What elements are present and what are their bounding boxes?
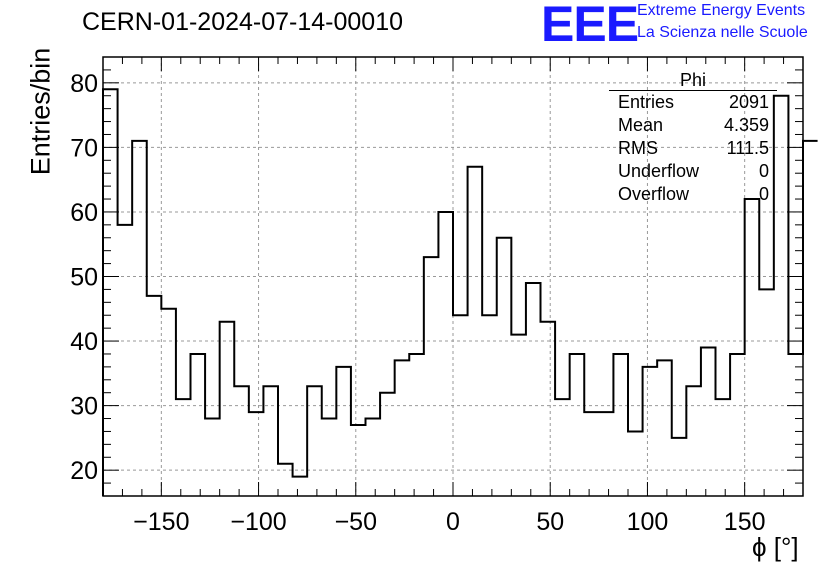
histogram-bin <box>322 419 337 496</box>
x-tick-label: 50 <box>536 508 564 536</box>
x-tick-label: −100 <box>230 508 286 536</box>
histogram-bin <box>234 386 249 496</box>
logo-line-1: Extreme Energy Events <box>637 2 806 19</box>
histogram-bin <box>205 419 220 496</box>
y-tick-label: 40 <box>70 328 98 356</box>
histogram-bin <box>191 354 206 496</box>
stats-row: Underflow 0 <box>609 160 777 183</box>
stats-label: Entries <box>618 92 675 112</box>
histogram-bars <box>102 88 818 496</box>
x-tick-label: −150 <box>133 508 189 536</box>
stats-row: Mean 4.359 <box>609 114 777 137</box>
stats-label: Overflow <box>618 184 690 204</box>
histogram-bin <box>584 412 599 496</box>
x-tick-label: 150 <box>724 508 766 536</box>
stats-label: Underflow <box>618 161 700 181</box>
y-tick-label: 80 <box>70 70 98 98</box>
histogram-bin <box>132 141 147 496</box>
histogram-bin <box>278 464 293 496</box>
histogram-bin <box>424 257 439 496</box>
histogram-bin <box>366 419 381 496</box>
histogram-bin <box>599 412 614 496</box>
histogram-bin <box>497 238 512 496</box>
histogram-bin <box>643 367 658 496</box>
histogram-bin <box>161 309 176 496</box>
x-axis-label: ϕ [°] <box>752 532 799 562</box>
stats-value: 2091 <box>728 92 769 112</box>
y-tick-label: 60 <box>70 199 98 227</box>
histogram-bin <box>730 354 745 496</box>
chart-title: CERN-01-2024-07-14-00010 <box>82 8 404 36</box>
histogram-bin <box>118 225 133 496</box>
y-axis-label: Entries/bin <box>25 47 56 176</box>
histogram-bin <box>657 360 672 496</box>
stats-value: 0 <box>758 161 769 181</box>
histogram-bin <box>147 296 162 496</box>
histogram-bin <box>686 386 701 496</box>
stats-label: RMS <box>618 138 658 158</box>
stats-row: Entries 2091 <box>609 91 777 114</box>
stats-value: 4.359 <box>723 115 769 135</box>
histogram-bin <box>745 199 760 496</box>
stats-box: Phi Entries 2091 Mean 4.359 RMS 111.5 Underflo… <box>609 70 777 206</box>
y-tick-label: 50 <box>70 264 98 292</box>
histogram-bin <box>468 167 483 496</box>
histogram-bin <box>555 399 570 496</box>
histogram-step-line <box>102 88 818 496</box>
histogram-bin <box>759 289 774 496</box>
logo-line-2: La Scienza nelle Scuole <box>637 24 808 41</box>
y-tick-label: 30 <box>70 393 98 421</box>
stats-value: 0 <box>758 184 769 204</box>
eee-logo: EEE <box>541 0 639 52</box>
stats-title: Phi <box>609 70 777 91</box>
histogram-bin <box>176 399 191 496</box>
histogram-bin <box>438 212 453 496</box>
histogram-bin <box>570 354 585 496</box>
x-tick-label: 0 <box>446 508 460 536</box>
histogram-bin <box>716 399 731 496</box>
histogram-bin <box>788 354 803 496</box>
stats-row: RMS 111.5 <box>609 137 777 160</box>
y-tick-label: 20 <box>70 457 98 485</box>
histogram-bin <box>336 367 351 496</box>
histogram-bin <box>380 393 395 496</box>
histogram-bin <box>613 354 628 496</box>
histogram-bin <box>526 283 541 496</box>
stats-row: Overflow 0 <box>609 183 777 206</box>
x-tick-label: 100 <box>627 508 669 536</box>
histogram-bin <box>307 386 322 496</box>
y-axis: 20 30 40 50 60 70 80 <box>70 56 803 497</box>
histogram-bin <box>220 322 235 496</box>
x-axis: −150 −100 −50 0 50 100 150 <box>102 57 804 536</box>
x-tick-label: −50 <box>335 508 377 536</box>
histogram-bin <box>395 360 410 496</box>
histogram-bin <box>249 412 264 496</box>
histogram-bin <box>351 425 366 496</box>
histogram-bin <box>511 335 526 496</box>
histogram-bin <box>103 89 118 496</box>
histogram-bin <box>409 354 424 496</box>
histogram-bin <box>628 431 643 496</box>
y-tick-label: 70 <box>70 134 98 162</box>
stats-value: 111.5 <box>726 138 769 158</box>
stats-label: Mean <box>618 115 664 135</box>
histogram-bin <box>293 477 308 496</box>
histogram-bin <box>701 348 716 496</box>
histogram-bin <box>803 141 818 496</box>
histogram-bin <box>263 386 278 496</box>
histogram-bin <box>672 438 687 496</box>
